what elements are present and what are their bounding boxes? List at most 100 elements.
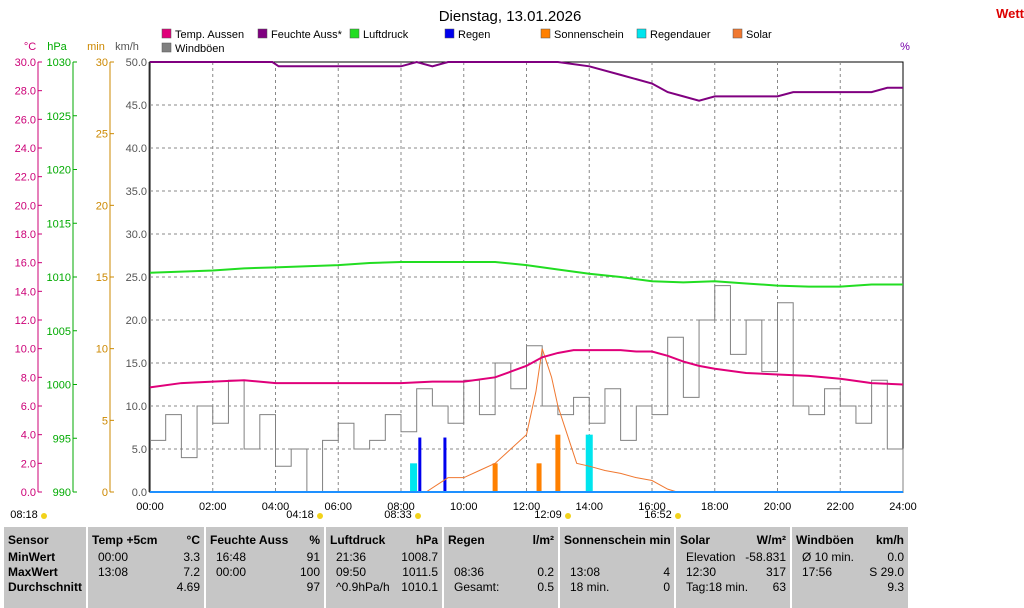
chart-title: Dienstag, 13.01.2026 — [439, 8, 582, 25]
cell-value: 1008.7 — [401, 550, 438, 564]
cell-value: 4 — [663, 565, 670, 579]
cell-value: 91 — [306, 550, 320, 564]
legend-label: Regen — [458, 29, 490, 41]
legend-swatch — [540, 28, 551, 39]
temp-axis-tick-label: 28.0 — [15, 86, 36, 98]
bar-regendauer — [585, 434, 593, 492]
stats-column: Windböen km/h Ø 10 min. 0.0 17:56 S 29.0 9.3 — [792, 527, 908, 608]
column-header: Sonnenschein min — [564, 533, 671, 547]
cell-value: 0 — [663, 580, 670, 594]
column-unit: % — [309, 533, 320, 547]
temp-axis-tick-label: 10.0 — [15, 344, 36, 356]
chart-axes: °C hPa min km/h % 30.0 28.0 26.0 24.0 22.0 20.0 18.… — [15, 41, 911, 499]
cell-value: 1011.5 — [402, 565, 438, 579]
hpa-axis-tick-label: 1025 — [47, 111, 71, 123]
axis-unit-label: % — [900, 41, 910, 53]
legend-swatch — [732, 28, 743, 39]
axis-unit-label: min — [87, 41, 105, 53]
stats-column: Sensor MinWert MaxWert Durchschnitt — [4, 527, 86, 608]
axis-unit-label: hPa — [47, 41, 67, 53]
cell-time: 13:08 — [570, 565, 601, 579]
hpa-axis-tick-label: 1010 — [47, 272, 71, 284]
time-tick-label: 10:00 — [450, 501, 478, 513]
column-header: Windböen — [796, 533, 854, 547]
sun-marker-label: 16:52 — [644, 509, 672, 521]
sun-markers: 08:18 08:33 04:18 12:09 16:52 — [10, 509, 681, 521]
time-tick-label: 16:00 — [638, 501, 666, 513]
temp-axis-tick-label: 18.0 — [15, 229, 36, 241]
legend-swatch — [161, 42, 172, 53]
time-tick-label: 18:00 — [701, 501, 729, 513]
cell-value: 4.69 — [176, 580, 200, 594]
bar-regen — [443, 437, 447, 492]
stats-column: Feuchte Auss% 16:48 91 00:00 100 97 — [206, 527, 324, 608]
temp-axis-tick-label: 24.0 — [15, 143, 36, 155]
legend-swatch — [161, 28, 172, 39]
cell-value: 0.2 — [537, 565, 554, 579]
temp-axis-tick-label: 16.0 — [15, 258, 36, 270]
sun-icon — [675, 513, 681, 519]
cell-time: 00:00 — [216, 565, 247, 579]
temp-axis-tick-label: 6.0 — [21, 401, 36, 413]
column-header: Luftdruck — [330, 533, 386, 547]
legend-label: Regendauer — [650, 29, 711, 41]
plot-frame — [149, 61, 904, 493]
time-tick-label: 14:00 — [575, 501, 603, 513]
cell-time: Tag:18 min. — [686, 580, 749, 594]
sun-icon — [41, 513, 47, 519]
stats-column: Solar W/m² Elevation -58.831 12:30 317 Tag:18 … — [676, 527, 790, 608]
kmh-axis-tick-label: 35.0 — [126, 186, 147, 198]
cell-time: 17:56 — [802, 565, 833, 579]
sun-marker-label: 08:33 — [384, 509, 412, 521]
cell-value: 63 — [772, 580, 786, 594]
kmh-axis-tick-label: 10.0 — [126, 401, 147, 413]
cell-time: ^0.9hPa/h — [336, 580, 390, 594]
cell-value: 0.5 — [537, 580, 554, 594]
temp-axis-tick-label: 30.0 — [15, 57, 36, 69]
cell-value: 1010.1 — [401, 580, 438, 594]
temp-axis-tick-label: 14.0 — [15, 286, 36, 298]
hpa-axis-tick-label: 990 — [53, 487, 71, 499]
cell-time: Gesamt: — [454, 580, 500, 594]
bar-sonnenschein — [555, 434, 561, 492]
series-line-temp-aussen — [149, 349, 904, 389]
time-tick-label: 24:00 — [889, 501, 917, 513]
temp-axis-tick-label: 20.0 — [15, 200, 36, 212]
hpa-axis-tick-label: 1000 — [47, 380, 71, 392]
cell-time: Ø 10 min. — [802, 550, 855, 564]
min-axis-tick-label: 20 — [96, 200, 108, 212]
cell-time: 16:48 — [216, 550, 247, 564]
temp-axis-tick-label: 2.0 — [21, 458, 36, 470]
hpa-axis-tick-label: 995 — [53, 433, 71, 445]
stats-column: Luftdruck hPa 21:36 1008.7 09:50 1011.5 ^0.9hP… — [326, 527, 442, 608]
column-header: Regen — [448, 533, 485, 547]
series-line-feuchte-auss- — [150, 60, 903, 102]
kmh-axis-tick-label: 15.0 — [126, 358, 147, 370]
cell-time: 12:30 — [686, 565, 717, 579]
cell-time: 18 min. — [570, 580, 610, 594]
legend-swatch — [349, 28, 360, 39]
hpa-axis-tick-label: 1020 — [47, 165, 71, 177]
temp-axis-tick-label: 8.0 — [21, 372, 36, 384]
cell-time: 13:08 — [98, 565, 129, 579]
min-axis-tick-label: 25 — [96, 129, 108, 141]
time-tick-label: 22:00 — [826, 501, 854, 513]
column-header: Feuchte Auss — [210, 533, 289, 547]
min-axis-tick-label: 15 — [96, 272, 108, 284]
legend-label: Feuchte Auss* — [271, 29, 343, 41]
corner-title-fragment: Wett — [996, 6, 1024, 21]
time-tick-label: 02:00 — [199, 501, 227, 513]
column-header: Temp +5cm — [92, 533, 158, 547]
cell-time: 09:50 — [336, 565, 367, 579]
row-label: MinWert — [8, 550, 56, 564]
legend-label: Solar — [746, 29, 772, 41]
stats-table: Sensor MinWert MaxWert Durchschnitt Temp +5c… — [0, 527, 1024, 608]
kmh-axis-tick-label: 30.0 — [126, 229, 147, 241]
legend-swatch — [444, 28, 455, 39]
temp-axis-tick-label: 22.0 — [15, 172, 36, 184]
bar-regen — [418, 437, 422, 492]
hpa-axis-tick-label: 1030 — [47, 57, 71, 69]
temp-axis-tick-label: 4.0 — [21, 430, 36, 442]
bar-sonnenschein — [492, 463, 498, 492]
row-label: Durchschnitt — [8, 580, 83, 594]
